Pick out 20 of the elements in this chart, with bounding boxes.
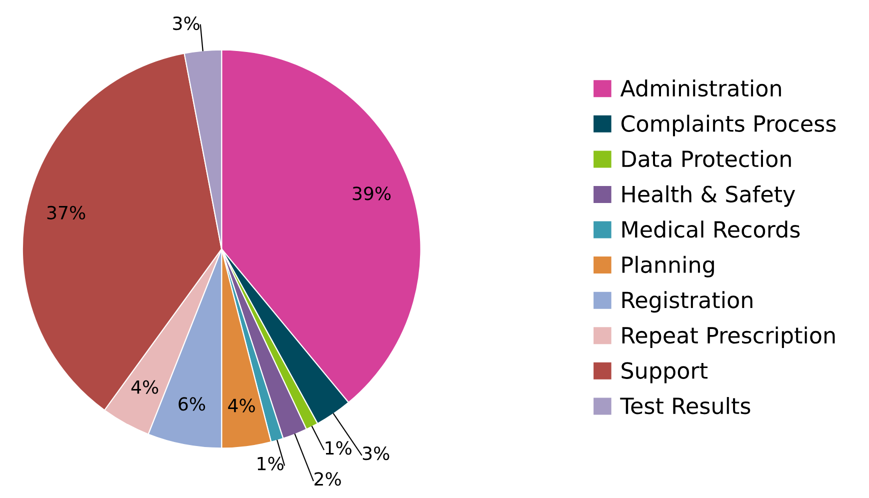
legend-label: Administration	[620, 79, 781, 97]
legend-label: Registration	[622, 291, 752, 313]
legend-label: Health & Safety	[622, 185, 796, 207]
data-label: 4%	[228, 398, 255, 412]
data-label: 3%	[173, 16, 200, 30]
legend-label: Repeat Prescription	[622, 326, 835, 348]
data-label: 37%	[47, 206, 86, 220]
data-label: 6%	[178, 397, 206, 411]
legend-label: Medical Records	[622, 220, 800, 238]
data-label: 2%	[314, 472, 341, 486]
legend-label: Data Protection	[622, 150, 791, 168]
legend-label: Complaints Process	[621, 114, 836, 136]
data-label: 3%	[362, 446, 390, 460]
legend-label: Test Results	[620, 397, 750, 414]
legend-label: Planning	[622, 256, 714, 278]
data-label: 4%	[131, 380, 158, 394]
data-label: 1%	[326, 441, 352, 455]
legend-label: Support	[622, 362, 708, 384]
data-label: 39%	[352, 186, 391, 200]
data-label: 1%	[258, 456, 284, 470]
